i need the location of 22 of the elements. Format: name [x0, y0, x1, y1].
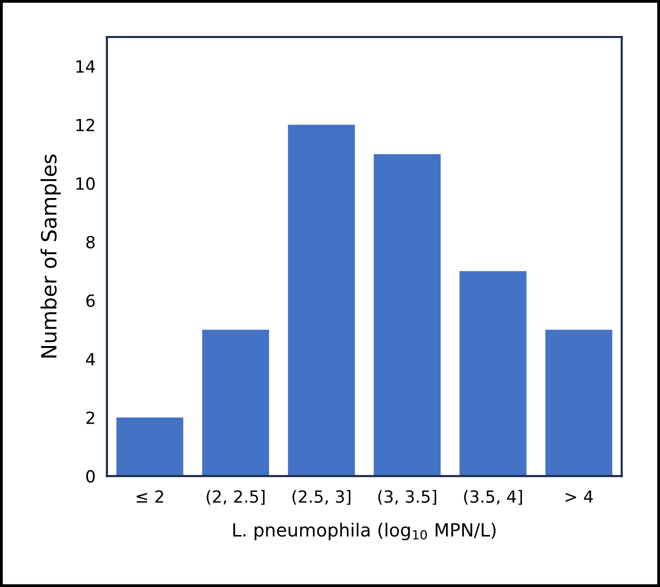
y-tick-label: 0: [86, 470, 95, 483]
y-tick-label: 12: [76, 118, 94, 132]
x-tick-label: (2.5, 3]: [292, 490, 350, 505]
x-tick-label: ≤ 2: [136, 490, 164, 503]
y-tick-label: 2: [86, 411, 94, 424]
bar: [545, 330, 612, 476]
bar: [460, 271, 526, 476]
y-tick-label: 8: [86, 236, 95, 248]
bar: [374, 154, 441, 476]
x-tick-label: > 4: [566, 490, 593, 503]
y-tick-label: 4: [86, 353, 95, 366]
y-axis-title: Number of Samples: [40, 154, 61, 358]
bar: [202, 330, 270, 476]
x-tick-label: (3, 3.5]: [378, 490, 436, 505]
bar: [288, 124, 355, 476]
x-tick-label: (2, 2.5]: [206, 490, 265, 505]
y-tick-label: 14: [76, 60, 95, 73]
x-axis-title: L. pneumophila (log$_{10}$ MPN/L): [233, 522, 496, 540]
bar: [116, 418, 184, 476]
y-tick-label: 6: [86, 294, 95, 307]
y-tick-label: 10: [76, 177, 95, 190]
x-tick-label: (3.5, 4]: [464, 490, 522, 505]
